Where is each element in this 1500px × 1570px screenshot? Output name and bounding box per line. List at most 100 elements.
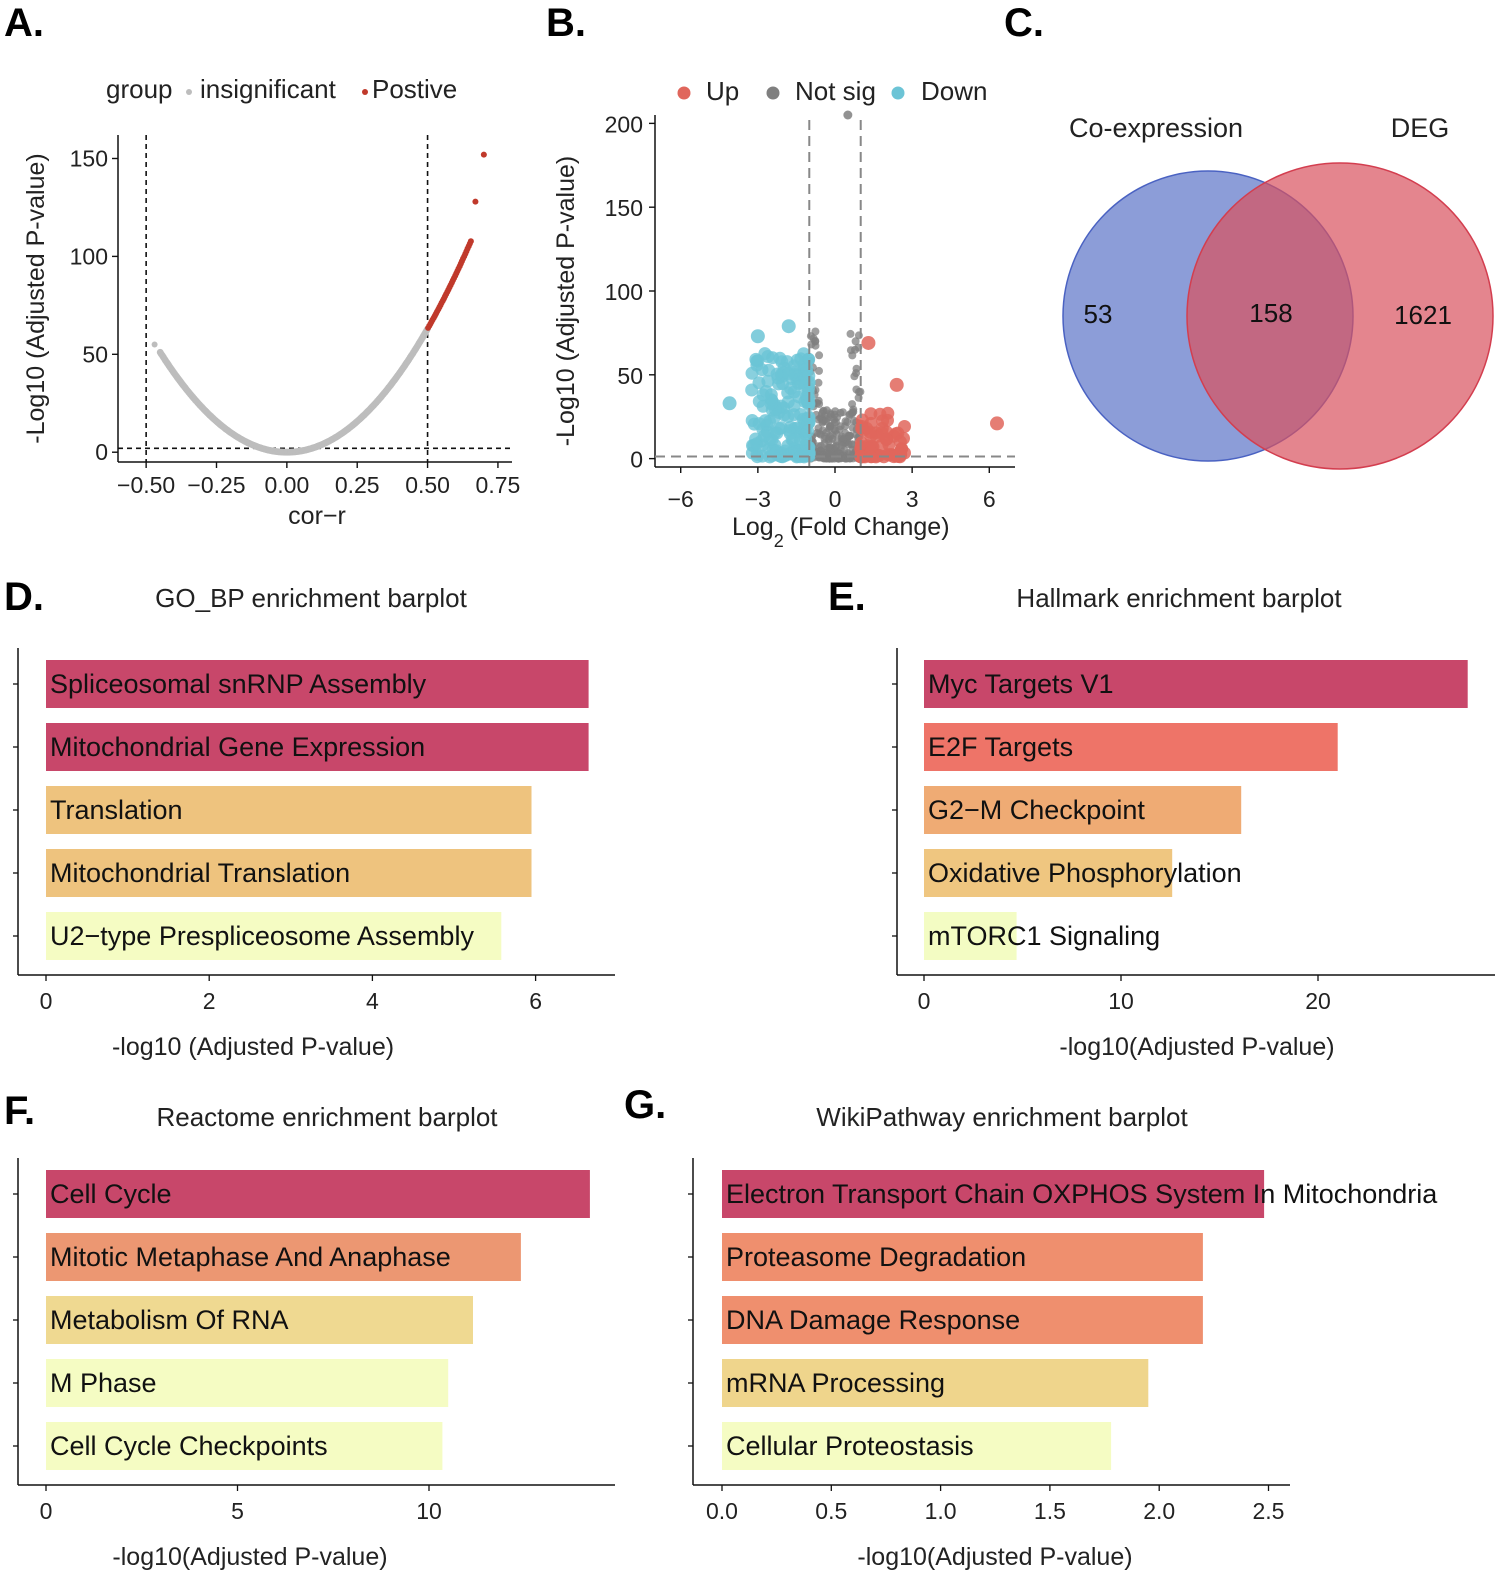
data-point-not-sig (841, 422, 850, 431)
bar-1 (722, 1170, 1265, 1218)
x-tick-label: 0.00 (264, 472, 309, 498)
panel-b-volcano-plot: −6 −3 0 3 6 0 50 100 150 200 Log2 (Fold Change) -Log… (552, 76, 1015, 551)
data-point-up (881, 406, 895, 420)
y-tick-label: 150 (70, 145, 108, 171)
bar-label-1: Spliceosomal snRNP Assembly (50, 669, 427, 699)
x-axis-title: Log2 (Fold Change) (732, 513, 950, 551)
data-point-not-sig (820, 434, 829, 443)
x-tick-label: 6 (983, 486, 996, 512)
bar-4 (924, 849, 1173, 897)
data-point-not-sig (815, 366, 823, 375)
bar-label-2: Mitochondrial Gene Expression (50, 732, 425, 762)
data-point-down (790, 353, 804, 367)
panel-letter-a: A. (4, 1, 44, 45)
x-tick-label: −0.25 (187, 472, 245, 498)
data-point-down (756, 388, 770, 402)
data-point-down (802, 352, 816, 366)
data-point-not-sig (847, 440, 856, 449)
data-point-up (893, 435, 907, 449)
legend-marker-insignificant (186, 89, 192, 95)
legend-label-insignificant: insignificant (200, 74, 337, 104)
legend-label-up: Up (706, 76, 739, 106)
data-point-down (801, 417, 815, 431)
data-point-not-sig (851, 337, 860, 346)
data-point-not-sig (838, 441, 846, 450)
bar-label-4: Oxidative Phosphorylation (928, 858, 1242, 888)
data-point-outlier-6 (861, 335, 876, 350)
chart-title: Reactome enrichment barplot (156, 1102, 498, 1132)
x-tick-label: 0.50 (405, 472, 450, 498)
data-point-not-sig (822, 428, 831, 437)
bar-2 (46, 723, 589, 771)
bar-label-1: Electron Transport Chain OXPHOS System I… (726, 1179, 1438, 1209)
data-point-outlier-2 (722, 396, 737, 411)
data-point-outlier-5 (889, 377, 904, 392)
x-axis-title: cor−r (288, 502, 346, 530)
panel-a-correlation-plot: −0.50 −0.25 0.00 0.25 0.50 0.75 0 50 100 150 cor−r… (22, 74, 520, 530)
x-tick-label: 2.5 (1253, 1498, 1285, 1524)
panel-d-go-bp-barplot: GO_BP enrichment barplot Spliceosomal snR… (13, 583, 615, 1061)
panel-g-wikipathway-barplot: WikiPathway enrichment barplot Electron T… (688, 1102, 1438, 1570)
data-point-up (855, 413, 869, 427)
legend-label-positive: Postive (372, 74, 457, 104)
data-point-down (784, 420, 798, 434)
bar-3 (722, 1296, 1203, 1344)
bar-label-4: mRNA Processing (726, 1368, 945, 1398)
bar-1 (46, 660, 589, 708)
bar-label-5: Cellular Proteostasis (726, 1431, 974, 1461)
data-point-down (771, 371, 785, 385)
data-point-not-sig (814, 378, 823, 387)
x-tick-label: 0 (40, 1498, 53, 1524)
bar-label-2: Mitotic Metaphase And Anaphase (50, 1242, 451, 1272)
data-point-not-sig (818, 417, 827, 426)
data-point-not-sig (815, 400, 824, 408)
bar-label-4: M Phase (50, 1368, 157, 1398)
y-tick-label: 150 (605, 195, 643, 221)
data-point-down (761, 374, 775, 388)
legend-marker-down (891, 86, 905, 100)
chart-title: GO_BP enrichment barplot (155, 583, 467, 613)
x-axis-title: -log10(Adjusted P-value) (857, 1543, 1132, 1570)
bar-2 (924, 723, 1338, 771)
x-tick-label: 1.0 (925, 1498, 957, 1524)
legend-title: group (106, 74, 173, 104)
data-point-down (755, 449, 769, 463)
bar-4 (46, 1359, 449, 1407)
x-tick-label: 0.0 (706, 1498, 738, 1524)
data-point-down (752, 417, 766, 431)
bar-label-3: G2−M Checkpoint (928, 795, 1145, 825)
x-axis-title-subscript: 2 (774, 531, 784, 551)
x-tick-label: 0 (40, 988, 53, 1014)
x-tick-label: 3 (906, 486, 919, 512)
chart-title: WikiPathway enrichment barplot (816, 1102, 1188, 1132)
data-point-not-sig (831, 426, 840, 435)
y-tick-label: 100 (605, 279, 643, 305)
y-tick-label: 0 (95, 439, 108, 465)
bar-label-5: mTORC1 Signaling (928, 921, 1160, 951)
data-point-down (745, 366, 759, 380)
x-tick-label: 20 (1305, 988, 1331, 1014)
data-point-not-sig (846, 329, 855, 338)
bar-4 (46, 849, 532, 897)
venn-count-deg-only: 1621 (1394, 300, 1452, 330)
venn-count-co-expression-only: 53 (1084, 299, 1113, 329)
data-point-outlier-3 (750, 329, 765, 344)
panel-letter-d: D. (4, 575, 44, 619)
data-point-outlier-0 (151, 341, 158, 348)
x-tick-label: 0.25 (335, 472, 380, 498)
x-tick-label: −6 (668, 486, 694, 512)
data-point-up (864, 429, 878, 443)
bar-label-5: U2−type Prespliceosome Assembly (50, 921, 474, 951)
data-point-down (755, 363, 769, 377)
bar-1 (46, 1170, 590, 1218)
data-point-not-sig (809, 334, 818, 343)
x-tick-label: 2 (203, 988, 216, 1014)
data-point-not-sig (845, 411, 854, 420)
data-point-down (758, 429, 772, 443)
bar-label-2: Proteasome Degradation (726, 1242, 1026, 1272)
x-tick-label: 2.0 (1143, 1498, 1175, 1524)
y-axis-title: -Log10 (Adjusted P-value) (22, 153, 50, 443)
bar-2 (722, 1233, 1203, 1281)
x-tick-label: −0.50 (117, 472, 175, 498)
